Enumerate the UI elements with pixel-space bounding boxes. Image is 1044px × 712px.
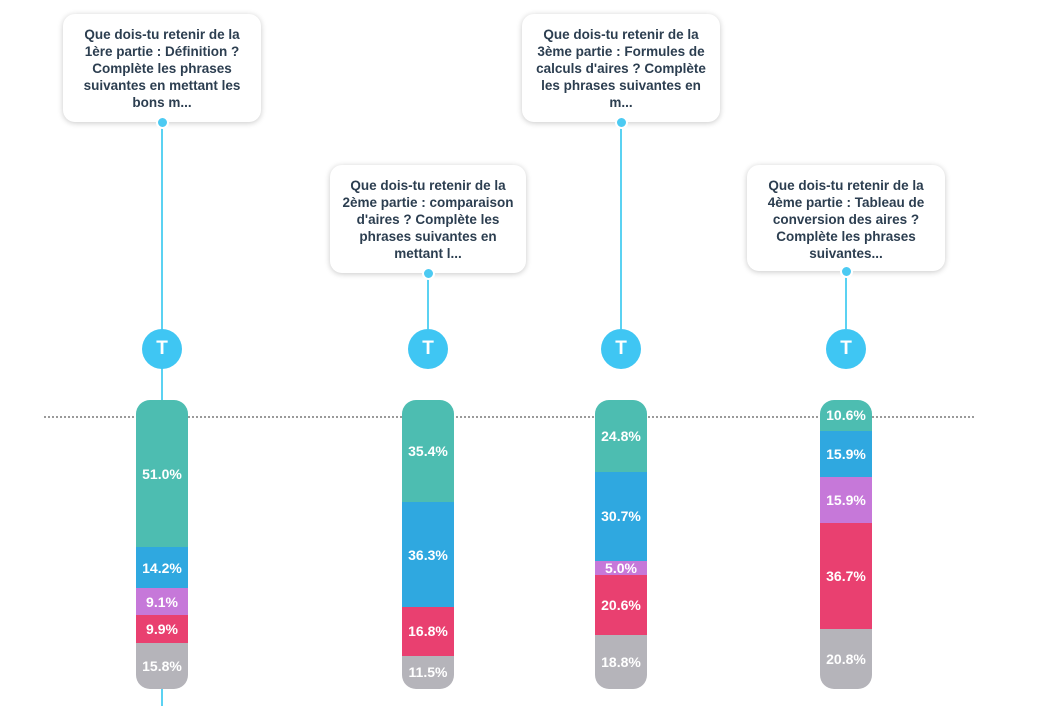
bar-segment[interactable]: 24.8% <box>595 400 647 472</box>
question-card[interactable]: Que dois-tu retenir de la 2ème partie : … <box>330 165 526 273</box>
bar-segment[interactable]: 20.6% <box>595 575 647 635</box>
bar-segment[interactable]: 30.7% <box>595 471 647 561</box>
card-anchor-dot <box>421 267 435 280</box>
stacked-bar[interactable]: 51.0% 14.2% 9.1% 9.9% 15.8% <box>136 400 188 689</box>
bar-segment[interactable]: 10.6% <box>820 400 872 431</box>
bar-segment[interactable]: 20.8% <box>820 628 872 689</box>
bar-segment[interactable]: 11.5% <box>402 655 454 689</box>
segment-value-label: 35.4% <box>408 443 448 460</box>
segment-value-label: 18.8% <box>601 653 641 670</box>
segment-value-label: 30.7% <box>601 508 641 525</box>
text-question-badge: T <box>142 329 182 369</box>
segment-value-label: 10.6% <box>826 407 866 424</box>
stacked-bar[interactable]: 35.4% 36.3% 16.8% 11.5% <box>402 400 454 689</box>
question-card[interactable]: Que dois-tu retenir de la 4ème partie : … <box>747 165 945 271</box>
bar-segment[interactable]: 36.3% <box>402 502 454 608</box>
segment-value-label: 9.1% <box>146 593 178 610</box>
question-card[interactable]: Que dois-tu retenir de la 3ème partie : … <box>522 14 720 122</box>
bar-segment[interactable]: 15.9% <box>820 476 872 523</box>
segment-value-label: 5.0% <box>605 559 637 576</box>
reference-dotted-line <box>44 416 974 418</box>
segment-value-label: 20.8% <box>826 650 866 667</box>
question-text: Que dois-tu retenir de la 1ère partie : … <box>83 27 241 110</box>
card-anchor-dot <box>155 116 169 129</box>
bar-segment[interactable]: 18.8% <box>595 634 647 689</box>
card-anchor-dot <box>839 265 853 278</box>
segment-value-label: 36.3% <box>408 546 448 563</box>
segment-value-label: 11.5% <box>408 664 448 681</box>
connector-line <box>845 271 847 329</box>
segment-value-label: 16.8% <box>408 623 448 640</box>
bar-segment[interactable]: 16.8% <box>402 607 454 656</box>
text-question-badge: T <box>408 329 448 369</box>
bar-segment[interactable]: 15.8% <box>136 643 188 689</box>
bar-segment[interactable]: 36.7% <box>820 522 872 629</box>
segment-value-label: 9.9% <box>146 621 178 638</box>
segment-value-label: 15.8% <box>142 658 182 675</box>
question-text: Que dois-tu retenir de la 3ème partie : … <box>536 27 706 110</box>
segment-value-label: 51.0% <box>142 465 182 482</box>
stacked-bar[interactable]: 10.6% 15.9% 15.9% 36.7% 20.8% <box>820 400 872 689</box>
question-card[interactable]: Que dois-tu retenir de la 1ère partie : … <box>63 14 261 122</box>
segment-value-label: 24.8% <box>601 427 641 444</box>
bar-segment[interactable]: 15.9% <box>820 430 872 477</box>
segment-value-label: 14.2% <box>142 559 182 576</box>
connector-line <box>620 122 622 329</box>
card-anchor-dot <box>614 116 628 129</box>
segment-value-label: 36.7% <box>826 567 866 584</box>
bar-segment[interactable]: 51.0% <box>136 400 188 548</box>
text-question-badge: T <box>601 329 641 369</box>
bar-segment[interactable]: 5.0% <box>595 559 647 576</box>
connector-line <box>427 273 429 329</box>
stacked-bar[interactable]: 24.8% 30.7% 5.0% 20.6% 18.8% <box>595 400 647 689</box>
bar-segment[interactable]: 9.9% <box>136 614 188 644</box>
segment-value-label: 15.9% <box>826 491 866 508</box>
question-text: Que dois-tu retenir de la 2ème partie : … <box>342 178 514 261</box>
bar-segment[interactable]: 35.4% <box>402 400 454 503</box>
question-text: Que dois-tu retenir de la 4ème partie : … <box>767 178 925 261</box>
segment-value-label: 20.6% <box>601 596 641 613</box>
bar-segment[interactable]: 14.2% <box>136 547 188 589</box>
segment-value-label: 15.9% <box>826 445 866 462</box>
bar-segment[interactable]: 9.1% <box>136 588 188 615</box>
text-question-badge: T <box>826 329 866 369</box>
